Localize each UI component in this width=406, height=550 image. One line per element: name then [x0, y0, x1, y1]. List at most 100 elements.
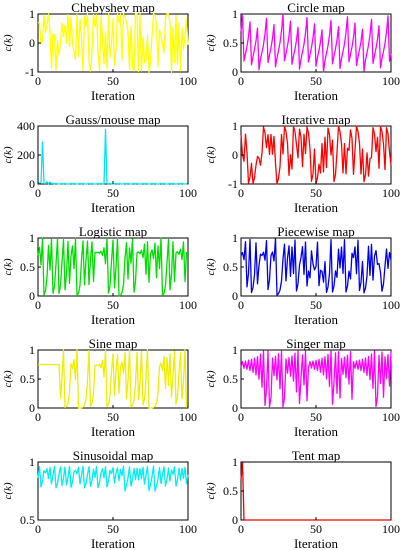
plot-frame [240, 461, 392, 521]
x-tick-label: 0 [35, 186, 41, 200]
x-tick-label: 0 [238, 298, 244, 312]
y-tick-label: 0.5 [20, 260, 35, 274]
x-axis-label: Iteration [294, 200, 339, 215]
subplot-sinusoidal: 0 50 100 0.5 1 Sinusoidal map Iteration c(k) [2, 448, 197, 550]
x-tick-label: 50 [310, 298, 322, 312]
x-tick-label: 0 [35, 298, 41, 312]
y-axis-label: c(k) [205, 34, 217, 51]
x-axis-label: Iteration [91, 312, 136, 327]
subplot-title: Singer map [286, 336, 346, 351]
y-axis-label: c(k) [205, 146, 217, 163]
subplot-title: Sine map [89, 336, 138, 351]
series-line [38, 13, 189, 73]
x-axis-label: Iteration [91, 536, 136, 550]
y-tick-label: -1 [25, 65, 35, 79]
x-tick-label: 0 [238, 186, 244, 200]
subplot-title: Iterative map [282, 112, 351, 127]
y-axis-label: c(k) [2, 258, 14, 275]
x-tick-label: 100 [179, 298, 197, 312]
x-tick-label: 100 [382, 74, 400, 88]
x-tick-label: 50 [107, 186, 119, 200]
x-axis-label: Iteration [294, 536, 339, 550]
subplot-title: Piecewise map [277, 224, 355, 239]
x-tick-label: 100 [179, 74, 197, 88]
y-tick-label: 0 [29, 401, 35, 415]
x-tick-label: 0 [238, 74, 244, 88]
y-tick-label: 0.5 [223, 484, 238, 498]
subplot-tent: 0 50 100 0 0.5 1 Tent map Iteration c(k) [205, 448, 400, 550]
series-line [240, 237, 392, 296]
y-axis-label: c(k) [2, 482, 14, 499]
y-tick-label: 1 [232, 119, 238, 133]
x-axis-label: Iteration [91, 88, 136, 103]
plot-frame [37, 125, 189, 185]
x-tick-label: 50 [107, 522, 119, 536]
subplot-title: Chebyshev map [71, 0, 154, 15]
x-tick-label: 100 [382, 410, 400, 424]
y-tick-label: 200 [17, 148, 35, 162]
series-line [240, 13, 392, 73]
subplot-piecewise: 0 50 100 0 0.5 1 Piecewise map Iteration c(k) [205, 224, 400, 327]
subplot-gauss: 0 50 100 0 200 400 Gauss/mouse map Iteration c(k… [2, 112, 197, 215]
x-tick-label: 100 [382, 522, 400, 536]
y-axis-label: c(k) [2, 370, 14, 387]
x-tick-label: 100 [179, 410, 197, 424]
y-tick-label: 1 [232, 343, 238, 357]
y-tick-label: 1 [29, 231, 35, 245]
x-tick-label: 0 [35, 522, 41, 536]
x-tick-label: 50 [107, 410, 119, 424]
y-tick-label: 1 [232, 231, 238, 245]
y-tick-label: 0 [29, 177, 35, 191]
x-tick-label: 100 [179, 186, 197, 200]
x-tick-label: 50 [310, 74, 322, 88]
y-axis-label: c(k) [205, 482, 217, 499]
y-tick-label: 0 [232, 289, 238, 303]
y-tick-label: 0 [232, 65, 238, 79]
x-tick-label: 100 [382, 298, 400, 312]
y-tick-label: 0.5 [20, 372, 35, 386]
x-tick-label: 50 [107, 298, 119, 312]
y-tick-label: 400 [17, 119, 35, 133]
series-line [37, 465, 189, 492]
x-tick-label: 0 [238, 522, 244, 536]
y-tick-label: 1 [29, 455, 35, 469]
y-tick-label: 0 [232, 148, 238, 162]
subplot-sine: 0 50 100 0 0.5 1 Sine map Iteration c(k) [2, 336, 197, 439]
x-tick-label: 50 [310, 410, 322, 424]
x-axis-label: Iteration [294, 424, 339, 439]
y-axis-label: c(k) [205, 370, 217, 387]
x-axis-label: Iteration [91, 424, 136, 439]
x-axis-label: Iteration [294, 88, 339, 103]
series-line [38, 349, 189, 409]
series-line [240, 350, 392, 408]
y-axis-label: c(k) [2, 34, 14, 51]
y-axis-label: c(k) [2, 146, 14, 163]
subplot-title: Tent map [292, 448, 341, 463]
x-axis-label: Iteration [91, 200, 136, 215]
subplot-title: Sinusoidal map [73, 448, 154, 463]
series-line [37, 237, 189, 297]
y-tick-label: 0.5 [223, 36, 238, 50]
subplot-circle: 0 50 100 0 0.5 1 Circle map Iteration c(k) [205, 0, 400, 103]
y-tick-label: 1 [232, 7, 238, 21]
x-axis-label: Iteration [294, 312, 339, 327]
y-tick-label: 0 [232, 401, 238, 415]
x-tick-label: 50 [310, 522, 322, 536]
y-tick-label: 1 [29, 343, 35, 357]
y-tick-label: 1 [29, 7, 35, 21]
subplot-title: Gauss/mouse map [66, 112, 161, 127]
y-tick-label: 1 [232, 455, 238, 469]
y-tick-label: 0 [29, 289, 35, 303]
x-tick-label: 0 [35, 74, 41, 88]
y-tick-label: 0.5 [223, 260, 238, 274]
x-tick-label: 50 [310, 186, 322, 200]
subplot-title: Logistic map [79, 224, 147, 239]
y-tick-label: 0.5 [223, 372, 238, 386]
x-tick-label: 100 [382, 186, 400, 200]
subplot-logistic: 0 50 100 0 0.5 1 Logistic map Iteration c(k) [2, 224, 197, 327]
y-tick-label: -1 [228, 177, 238, 191]
subplot-title: Circle map [287, 0, 344, 15]
y-axis-label: c(k) [205, 258, 217, 275]
